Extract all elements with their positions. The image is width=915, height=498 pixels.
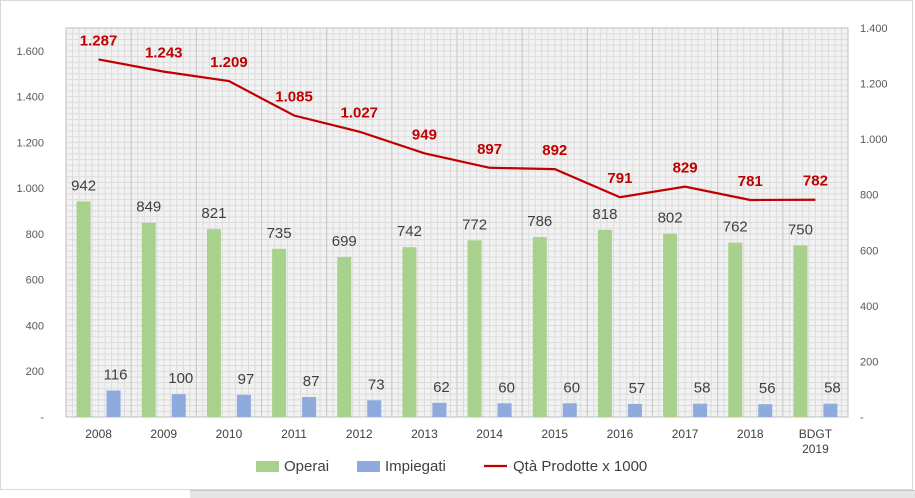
data-label-impiegati: 58 <box>694 380 711 397</box>
data-label-impiegati: 116 <box>104 366 128 383</box>
x-tick-label: 2015 <box>541 427 568 441</box>
data-label-operai: 750 <box>788 221 813 238</box>
bar-operai <box>76 201 91 417</box>
data-label-qta-prodotte: 1.209 <box>210 54 248 71</box>
data-label-qta-prodotte: 829 <box>673 160 698 177</box>
data-label-operai: 762 <box>723 219 748 236</box>
x-tick-label: 2019 <box>802 442 829 456</box>
right-axis-tick-label: 1.400 <box>860 23 888 35</box>
data-label-operai: 786 <box>527 213 552 230</box>
x-tick-label: 2018 <box>737 427 764 441</box>
data-label-operai: 849 <box>136 199 161 216</box>
data-label-operai: 818 <box>592 206 617 223</box>
bar-operai <box>272 248 287 417</box>
legend-label-qta-prodotte: Qtà Prodotte x 1000 <box>513 458 647 475</box>
legend-label-operai: Operai <box>284 458 329 475</box>
bar-impiegati <box>497 403 512 417</box>
bar-operai <box>141 222 156 417</box>
bar-impiegati <box>432 402 447 417</box>
legend-swatch-impiegati <box>357 461 380 472</box>
bar-impiegati <box>562 403 577 417</box>
data-label-qta-prodotte: 897 <box>477 141 502 158</box>
data-label-impiegati: 62 <box>433 379 450 396</box>
data-label-qta-prodotte: 781 <box>738 173 763 190</box>
data-label-impiegati: 87 <box>303 373 320 390</box>
data-label-operai: 699 <box>332 233 357 250</box>
x-tick-label: 2008 <box>85 427 112 441</box>
data-label-impiegati: 60 <box>498 379 515 396</box>
bar-operai <box>793 245 808 417</box>
right-axis-tick-label: 800 <box>860 190 878 202</box>
right-axis-tick-label: 400 <box>860 301 878 313</box>
data-label-impiegati: 60 <box>563 379 580 396</box>
bar-impiegati <box>627 403 642 417</box>
x-tick-label: 2011 <box>281 427 307 441</box>
bar-impiegati <box>106 390 121 417</box>
bar-impiegati <box>302 397 317 417</box>
bar-impiegati <box>236 394 251 417</box>
left-axis-tick-label: 1.200 <box>16 137 44 149</box>
data-label-qta-prodotte: 892 <box>542 142 567 159</box>
data-label-qta-prodotte: 1.085 <box>275 89 313 106</box>
left-axis-tick-label: 400 <box>26 320 44 332</box>
data-label-operai: 772 <box>462 216 487 233</box>
bar-impiegati <box>823 403 838 417</box>
data-label-operai: 735 <box>267 225 292 242</box>
data-label-impiegati: 56 <box>759 380 776 397</box>
bar-operai <box>402 247 417 417</box>
bar-impiegati <box>693 403 708 417</box>
data-label-impiegati: 100 <box>168 370 193 387</box>
x-tick-label: 2010 <box>216 427 243 441</box>
scrollbar-strip <box>190 490 915 498</box>
left-axis-tick-label: 1.600 <box>16 46 44 58</box>
bar-impiegati <box>758 404 773 417</box>
left-axis-tick-label: 800 <box>26 229 44 241</box>
bar-operai <box>728 242 743 417</box>
data-label-impiegati: 97 <box>238 371 255 388</box>
data-label-qta-prodotte: 949 <box>412 126 437 143</box>
x-tick-label: 2009 <box>150 427 177 441</box>
right-axis-tick-label: - <box>860 412 864 424</box>
bar-operai <box>337 257 352 417</box>
bar-operai <box>597 229 612 417</box>
x-tick-label: 2012 <box>346 427 373 441</box>
data-label-qta-prodotte: 791 <box>607 170 632 187</box>
bar-operai <box>532 237 547 417</box>
left-axis-tick-label: 1.400 <box>16 92 44 104</box>
bar-operai <box>663 233 678 417</box>
line-qta-prodotte <box>98 58 816 202</box>
x-tick-label: 2013 <box>411 427 438 441</box>
x-tick-label: 2014 <box>476 427 503 441</box>
data-label-operai: 821 <box>201 205 226 222</box>
data-label-qta-prodotte: 1.243 <box>145 45 183 62</box>
data-label-operai: 802 <box>658 209 683 226</box>
plot-border <box>65 27 849 418</box>
bar-operai <box>467 240 482 417</box>
data-label-impiegati: 73 <box>368 376 385 393</box>
data-label-operai: 942 <box>71 177 96 194</box>
left-axis-tick-label: 1.000 <box>16 183 44 195</box>
data-label-impiegati: 57 <box>629 380 646 397</box>
data-label-qta-prodotte: 1.287 <box>80 32 118 49</box>
left-axis-tick-label: 600 <box>26 275 44 287</box>
data-label-qta-prodotte: 1.027 <box>340 105 378 122</box>
x-tick-label: 2016 <box>607 427 634 441</box>
bar-impiegati <box>171 394 186 417</box>
left-axis-tick-label: 200 <box>26 366 44 378</box>
x-tick-label: 2017 <box>672 427 699 441</box>
legend-swatch-operai <box>256 461 279 472</box>
legend-label-impiegati: Impiegati <box>385 458 446 475</box>
bar-impiegati <box>367 400 382 417</box>
left-axis-tick-label: - <box>40 412 44 424</box>
right-axis-tick-label: 1.200 <box>860 79 888 91</box>
x-tick-label: BDGT <box>799 427 833 441</box>
right-axis-tick-label: 600 <box>860 245 878 257</box>
right-axis-tick-label: 1.000 <box>860 134 888 146</box>
data-label-impiegati: 58 <box>824 380 841 397</box>
bar-operai <box>206 229 221 417</box>
right-axis-tick-label: 200 <box>860 356 878 368</box>
data-label-qta-prodotte: 782 <box>803 173 828 190</box>
data-label-operai: 742 <box>397 223 422 240</box>
